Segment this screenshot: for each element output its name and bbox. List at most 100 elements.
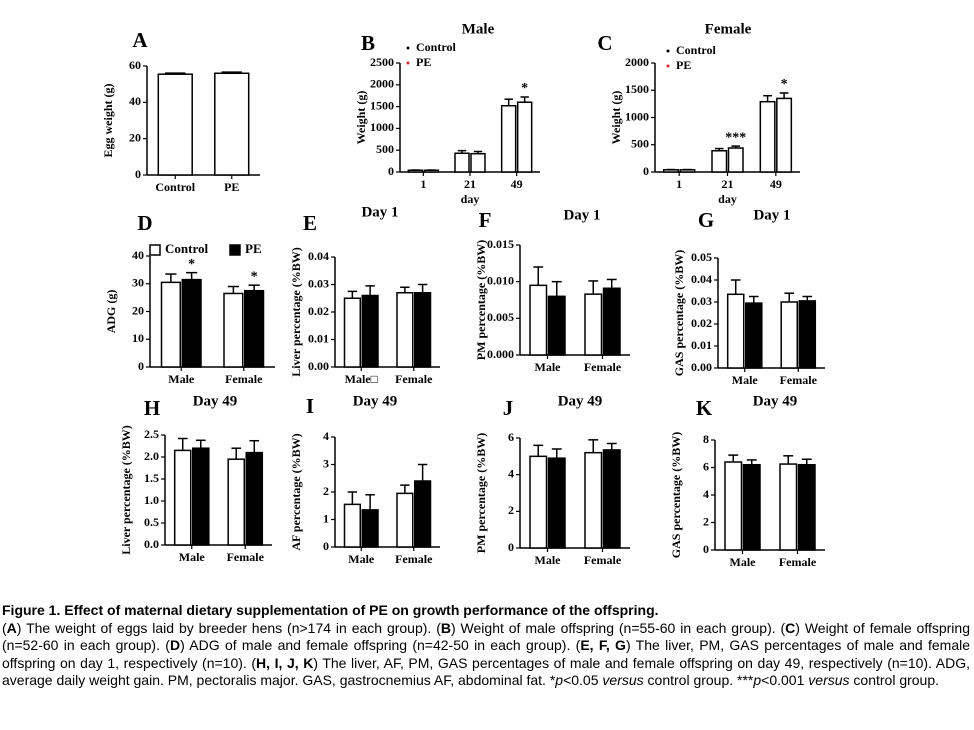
panel-title: Day 49 [193,393,238,409]
y-tick-label: 2000 [370,77,394,91]
y-tick-label: 0 [323,539,329,553]
bar [602,287,621,356]
x-tick-label: Male [168,372,195,386]
x-tick-label: Female [779,555,817,569]
y-tick-label: 0.0 [144,537,159,551]
bar [779,463,798,551]
caption-segment: A [6,619,17,636]
y-tick-label: 40 [132,248,144,262]
x-tick-label: 21 [722,177,734,191]
y-tick-label: 0 [138,359,144,373]
y-tick-label: 2.5 [144,427,159,441]
x-tick-label: 49 [511,177,523,191]
bar [160,281,181,368]
panel-title: Day 1 [563,207,600,223]
y-tick-label: 3 [323,456,329,470]
y-axis-label: GAS percentage (%BW) [672,250,686,376]
caption-segment: ) The liver, AF, PM, GAS percentages of … [2,654,970,689]
bar [454,152,470,173]
bar [662,169,679,173]
y-tick-label: 4 [703,487,709,501]
bar [423,169,440,173]
y-tick-label: 0.015 [487,237,514,251]
y-tick-label: 0.05 [691,250,712,264]
y-tick-label: 0 [703,542,709,556]
bar [214,72,250,176]
y-tick-label: 0.03 [308,276,329,290]
bar [223,292,244,368]
y-tick-label: 2 [323,484,329,498]
y-axis-label: GAS percentage (%BW) [669,432,683,558]
y-axis-label: Weight (g) [609,91,623,145]
y-tick-label: 30 [132,276,144,290]
bar [173,449,192,546]
bar [711,149,728,173]
legend-label: Control [416,40,456,54]
bar [602,449,621,549]
panel-title: Male [462,21,495,37]
y-tick-label: 0.010 [487,273,514,287]
legend-marker [406,46,410,50]
y-tick-label: 0 [388,164,394,178]
significance: *** [725,130,746,145]
legend-marker [149,244,161,256]
bar [529,455,548,549]
x-tick-label: 49 [770,177,782,191]
bar [724,461,743,551]
bar [516,101,533,173]
caption-segment: control group. [849,672,940,689]
panel-letter: F [479,208,492,232]
bar [584,451,603,549]
y-tick-label: 0.02 [691,316,712,330]
legend-marker [666,64,670,68]
bar [343,503,361,548]
y-axis-label: Weight (g) [354,91,368,145]
y-tick-label: 0.04 [691,272,712,286]
y-tick-label: 20 [132,303,144,317]
y-tick-label: 500 [376,142,394,156]
y-tick-label: 8 [703,432,709,446]
caption-segment: ) The liver, PM, GAS percentages of male… [2,637,970,671]
x-tick-label: 21 [464,177,476,191]
caption-segment: D [169,637,181,654]
y-axis-label: PM percentage (%BW) [474,433,488,553]
x-tick-label: Male [179,550,206,564]
y-tick-label: 0.005 [487,310,514,324]
bar [414,292,432,368]
bar [547,295,566,356]
panel-letter: A [132,28,148,52]
y-tick-label: 0.02 [308,304,329,318]
x-tick-label: Control [155,180,195,194]
x-tick-label: PE [224,180,239,194]
y-axis-label: AF percentage (%BW) [289,433,303,550]
significance: * [521,81,528,96]
x-tick-label: Female [584,553,622,567]
y-tick-label: 0.000 [487,347,514,361]
y-tick-label: 2000 [625,55,649,69]
significance: * [188,257,195,272]
bar [361,294,379,368]
legend-marker [406,61,410,65]
panel-letter: C [597,31,612,55]
bar [407,169,424,173]
panel-letter: K [696,396,713,420]
y-axis-label: Egg weight (g) [101,84,115,158]
panel-letter: E [303,211,317,235]
panel-letter: J [503,396,514,420]
panel-title: Day 1 [753,207,790,223]
y-tick-label: 0 [643,164,649,178]
bar [742,464,761,551]
legend-label: Control [165,241,208,256]
panel-title: Female [705,21,752,37]
bar [470,152,486,173]
y-tick-label: 0.00 [691,360,712,374]
x-tick-label: Female [584,360,622,374]
x-tick-label: 1 [676,177,682,191]
panel-letter: I [306,394,314,418]
panel-title: Day 49 [753,393,798,409]
panel-letter: G [698,208,714,232]
y-tick-label: 40 [129,94,141,108]
y-tick-label: 2 [508,503,514,517]
x-tick-label: Male [730,555,757,569]
bar [414,480,432,548]
